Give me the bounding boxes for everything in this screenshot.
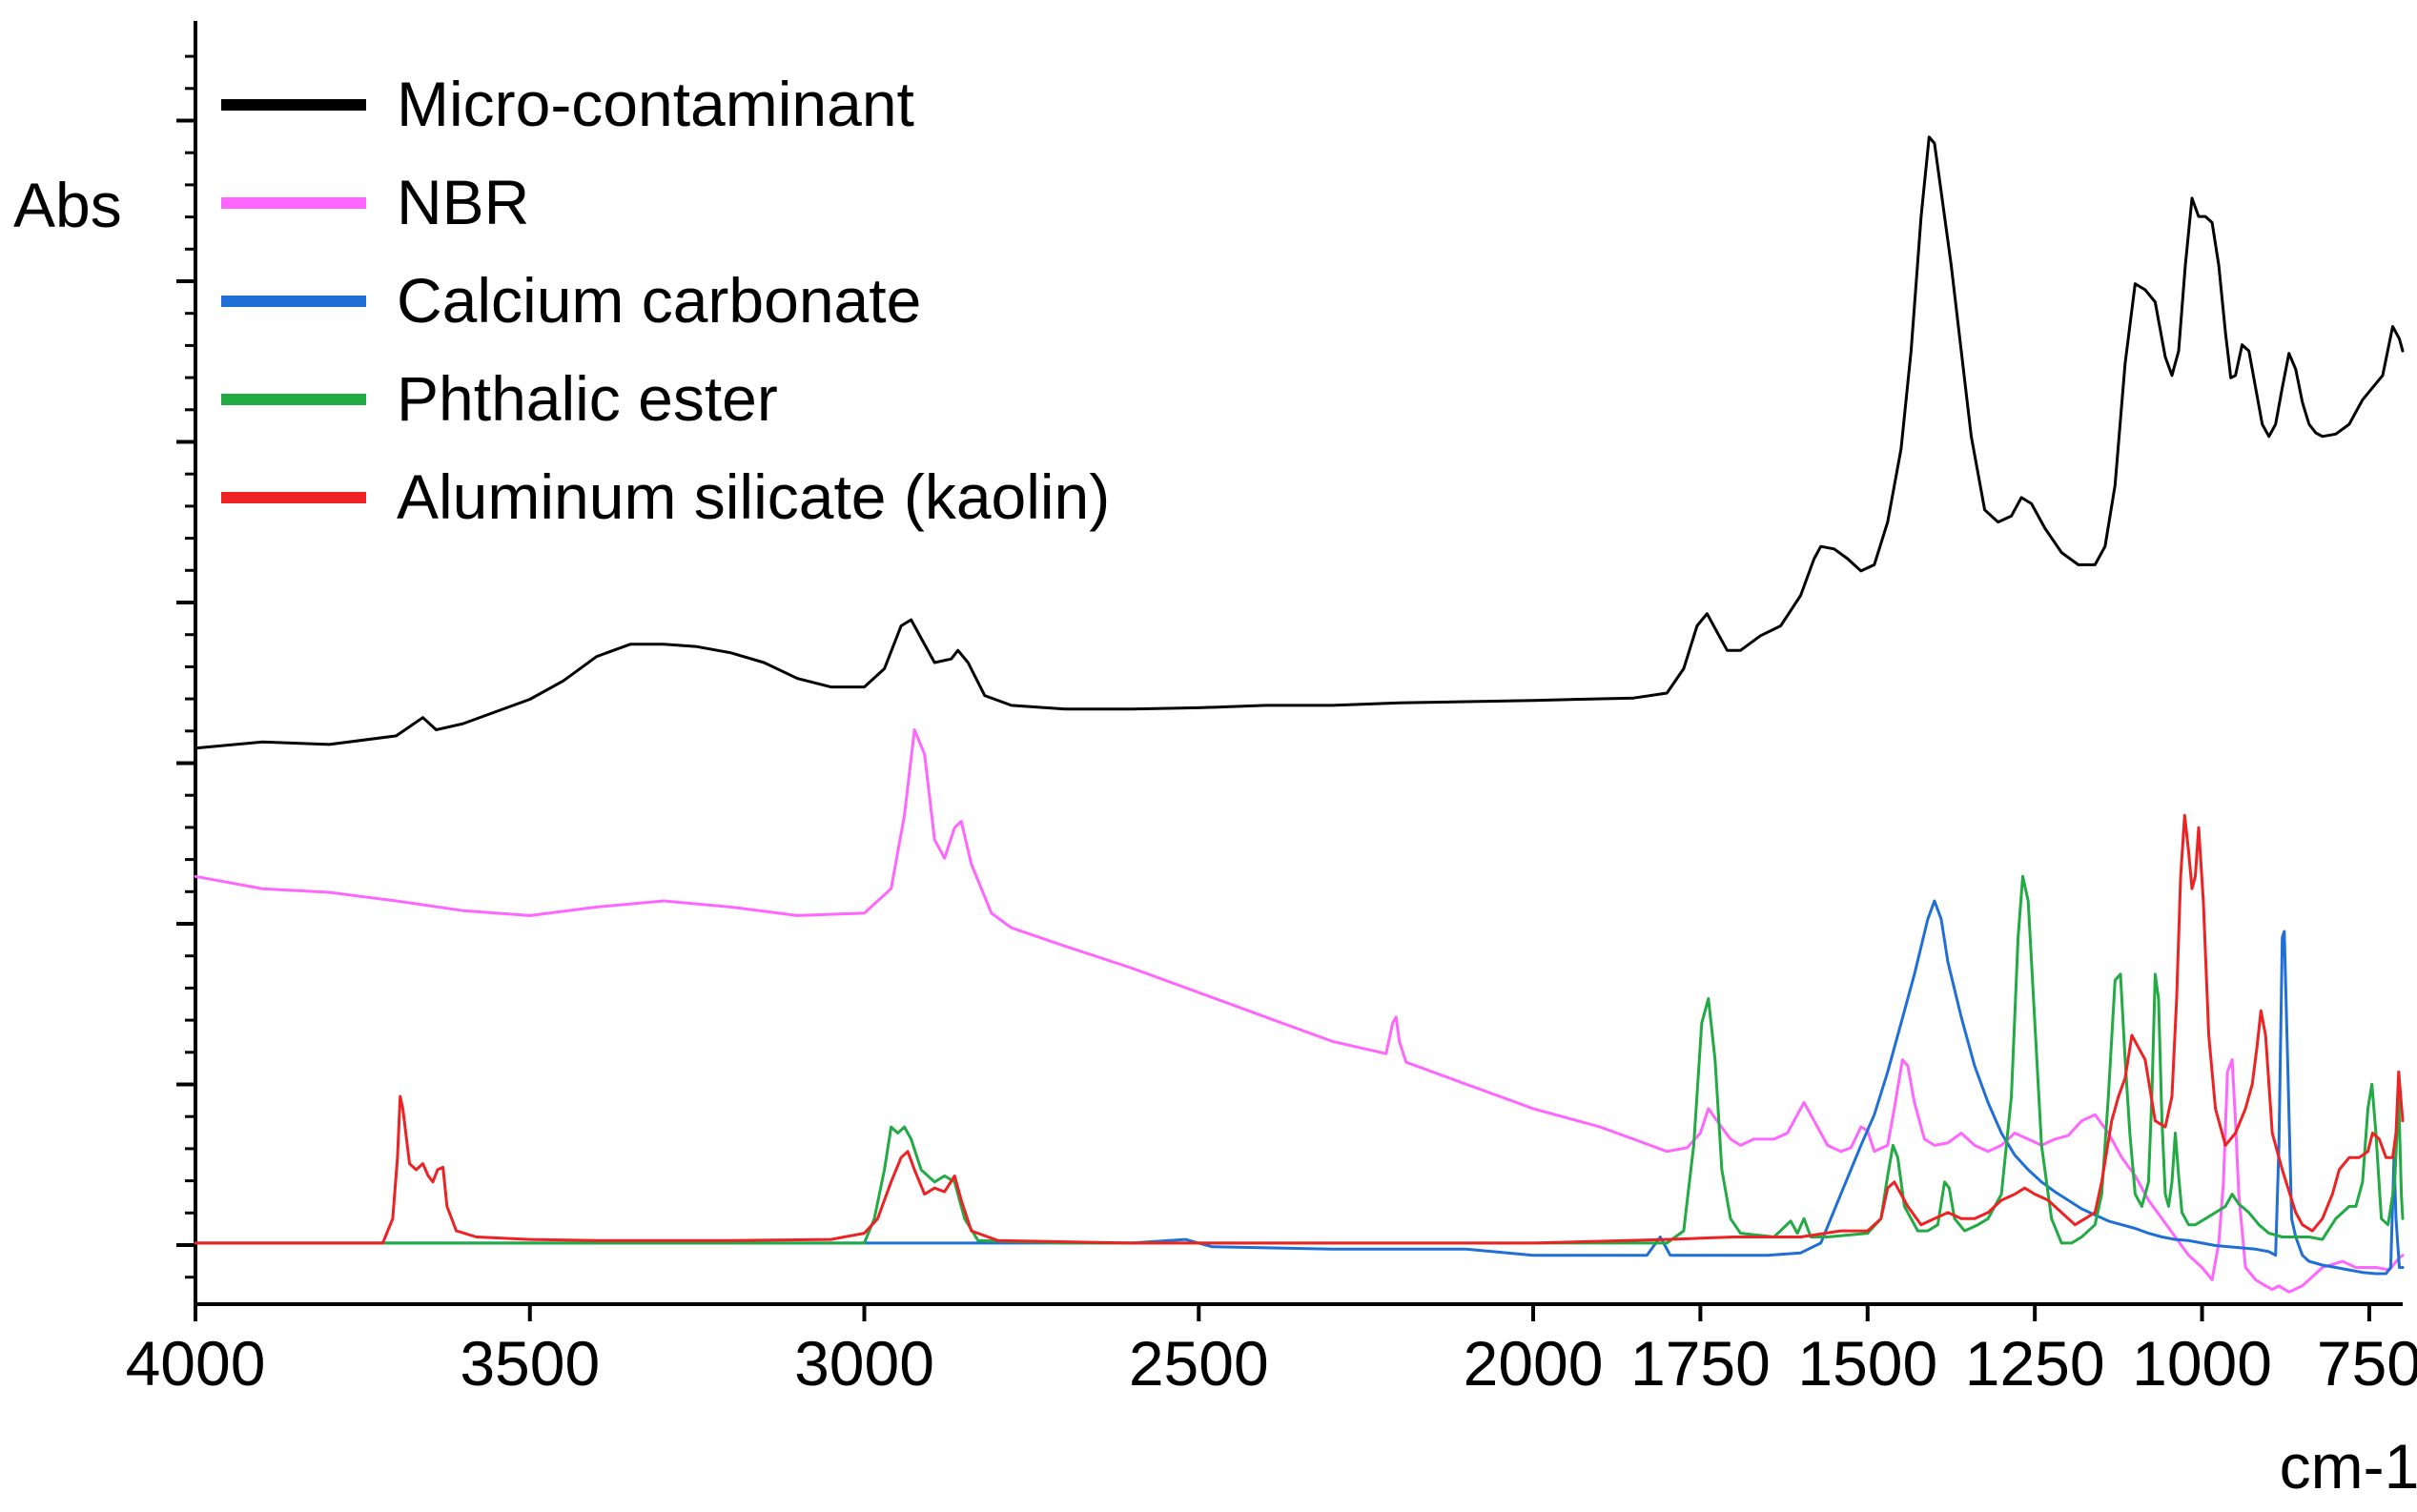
series-line-aluminum-silicate-kaolin — [194, 813, 2405, 1245]
x-tick-label: 4000 — [126, 1328, 266, 1399]
series-line-micro-contaminant — [194, 135, 2405, 750]
legend-label: Micro-contaminant — [397, 69, 914, 139]
x-tick-label: 1500 — [1797, 1328, 1937, 1399]
legend-label: NBR — [397, 167, 529, 237]
x-tick-label: 2500 — [1129, 1328, 1269, 1399]
x-axis-title: cm-1 — [2280, 1431, 2417, 1502]
legend-label: Aluminum silicate (kaolin) — [397, 461, 1110, 532]
axes: 4000 3500 3000 2500 2000 1750 1500 1250 1000 750 — [126, 21, 2417, 1399]
x-tick-label: 3000 — [794, 1328, 934, 1399]
x-tick-label: 750 — [2317, 1328, 2417, 1399]
x-tick-label: 1750 — [1630, 1328, 1771, 1399]
legend-label: Phthalic ester — [397, 363, 778, 434]
series-line-nbr — [194, 728, 2405, 1294]
x-tick-label: 1250 — [1965, 1328, 2105, 1399]
x-axis-ticks: 4000 3500 3000 2500 2000 1750 1500 1250 1000 750 — [126, 1304, 2417, 1399]
series-line-phthalic-ester — [194, 874, 2405, 1245]
x-tick-label: 3500 — [460, 1328, 600, 1399]
legend-label: Calcium carbonate — [397, 265, 921, 336]
series-line-calcium-carbonate — [194, 899, 2405, 1276]
x-tick-label: 1000 — [2132, 1328, 2272, 1399]
x-tick-label: 2000 — [1464, 1328, 1604, 1399]
y-axis-title: Abs — [13, 170, 122, 240]
y-axis-ticks — [176, 54, 195, 1279]
legend: Micro-contaminant NBR Calcium carbonate Pht… — [221, 69, 1110, 532]
series-lines — [194, 135, 2405, 1294]
